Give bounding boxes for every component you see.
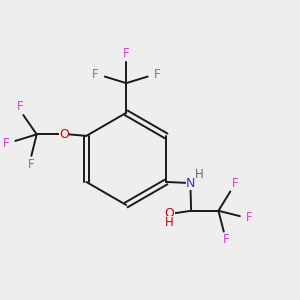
Text: F: F	[17, 100, 24, 113]
Text: F: F	[92, 68, 99, 81]
Text: N: N	[186, 177, 195, 190]
Text: O: O	[165, 207, 175, 220]
Text: F: F	[123, 47, 130, 61]
Text: H: H	[164, 216, 173, 229]
Text: F: F	[28, 158, 35, 171]
Text: H: H	[195, 168, 204, 181]
Text: F: F	[223, 233, 230, 246]
Text: F: F	[2, 137, 9, 150]
Text: O: O	[59, 128, 69, 141]
Text: F: F	[154, 68, 160, 81]
Text: F: F	[246, 211, 253, 224]
Text: F: F	[232, 177, 238, 190]
